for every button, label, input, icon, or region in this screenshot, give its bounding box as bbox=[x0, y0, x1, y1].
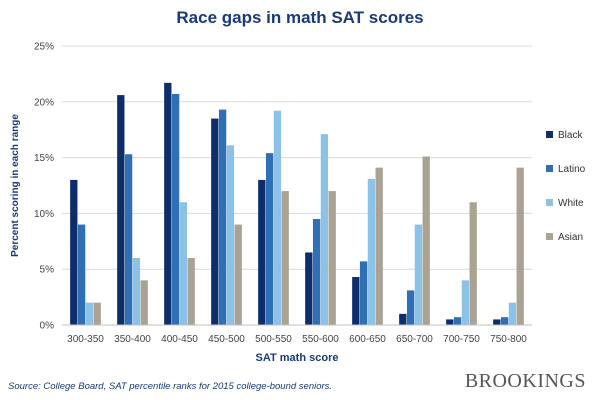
bar-latino-550-600 bbox=[312, 218, 321, 325]
bar-asian-450-500 bbox=[234, 224, 242, 325]
grid-lines bbox=[62, 45, 532, 270]
legend-label-white: White bbox=[558, 198, 584, 209]
legend-label-black: Black bbox=[558, 130, 583, 141]
bar-asian-350-400 bbox=[140, 280, 148, 325]
bar-latino-400-450 bbox=[171, 93, 180, 325]
bar-black-600-650 bbox=[352, 277, 360, 325]
bar-white-450-500 bbox=[226, 145, 235, 325]
bar-latino-350-400 bbox=[124, 154, 133, 325]
y-tick-label: 15% bbox=[34, 153, 54, 164]
chart-title: Race gaps in math SAT scores bbox=[176, 8, 424, 27]
x-tick-label: 400-450 bbox=[161, 334, 198, 345]
x-tick-label: 700-750 bbox=[443, 334, 480, 345]
legend-swatch-latino bbox=[546, 165, 553, 172]
legend-swatch-asian bbox=[546, 233, 553, 240]
bar-asian-500-550 bbox=[281, 191, 289, 325]
legend: Black Latino White Asian bbox=[546, 130, 586, 243]
bar-black-700-750 bbox=[446, 319, 454, 325]
x-tick-label: 500-550 bbox=[255, 334, 292, 345]
y-tick-label: 20% bbox=[34, 97, 54, 108]
x-tick-label: 450-500 bbox=[208, 334, 245, 345]
bar-latino-600-650 bbox=[359, 261, 368, 325]
bar-asian-700-750 bbox=[469, 202, 477, 325]
bar-white-700-750 bbox=[461, 280, 470, 325]
x-tick-label: 550-600 bbox=[302, 334, 339, 345]
bars bbox=[70, 82, 524, 325]
legend-label-latino: Latino bbox=[558, 164, 586, 175]
bar-white-600-650 bbox=[367, 178, 376, 325]
legend-swatch-black bbox=[546, 131, 553, 138]
bar-black-550-600 bbox=[305, 252, 313, 325]
y-tick-labels: 0% 5% 10% 15% 20% 25% bbox=[34, 42, 54, 332]
y-tick-label: 25% bbox=[34, 42, 54, 53]
legend-label-asian: Asian bbox=[558, 232, 583, 243]
bar-asian-750-800 bbox=[516, 167, 524, 325]
bar-asian-650-700 bbox=[422, 156, 430, 325]
source-note: Source: College Board, SAT percentile ra… bbox=[8, 381, 333, 392]
bar-white-400-450 bbox=[179, 202, 188, 325]
y-tick-label: 0% bbox=[40, 321, 55, 332]
y-axis-title: Percent scoring in each range bbox=[10, 114, 21, 257]
y-tick-label: 10% bbox=[34, 209, 54, 220]
bar-white-650-700 bbox=[414, 224, 423, 325]
x-tick-label: 350-400 bbox=[114, 334, 151, 345]
bar-black-300-350 bbox=[70, 179, 78, 325]
bar-asian-300-350 bbox=[93, 302, 101, 325]
bar-latino-650-700 bbox=[406, 290, 415, 325]
bar-black-450-500 bbox=[211, 118, 219, 325]
legend-swatch-white bbox=[546, 199, 553, 206]
y-tick-label: 5% bbox=[40, 265, 55, 276]
bar-asian-400-450 bbox=[187, 258, 195, 325]
bar-asian-600-650 bbox=[375, 167, 383, 325]
bar-black-350-400 bbox=[117, 95, 125, 325]
brand-logo-text: BROOKINGS bbox=[464, 370, 586, 392]
bar-black-750-800 bbox=[493, 319, 501, 325]
bar-latino-700-750 bbox=[453, 317, 462, 325]
x-tick-label: 300-350 bbox=[67, 334, 104, 345]
bar-white-350-400 bbox=[132, 258, 141, 325]
bar-latino-300-350 bbox=[77, 224, 86, 325]
bar-latino-450-500 bbox=[218, 109, 227, 325]
bar-black-650-700 bbox=[399, 313, 407, 325]
x-tick-label: 750-800 bbox=[490, 334, 527, 345]
bar-latino-750-800 bbox=[500, 317, 509, 325]
x-tick-label: 600-650 bbox=[349, 334, 386, 345]
bar-asian-550-600 bbox=[328, 191, 336, 325]
bar-black-400-450 bbox=[164, 82, 172, 325]
bar-latino-500-550 bbox=[265, 153, 274, 325]
bar-black-500-550 bbox=[258, 179, 266, 325]
x-tick-label: 650-700 bbox=[396, 334, 433, 345]
bar-white-300-350 bbox=[85, 302, 94, 325]
x-axis-title: SAT math score bbox=[256, 352, 339, 364]
x-tick-labels: 300-350 350-400 400-450 450-500 500-550 550-6… bbox=[67, 334, 527, 345]
bar-white-500-550 bbox=[273, 110, 282, 325]
bar-white-550-600 bbox=[320, 134, 329, 325]
bar-white-750-800 bbox=[508, 302, 517, 325]
